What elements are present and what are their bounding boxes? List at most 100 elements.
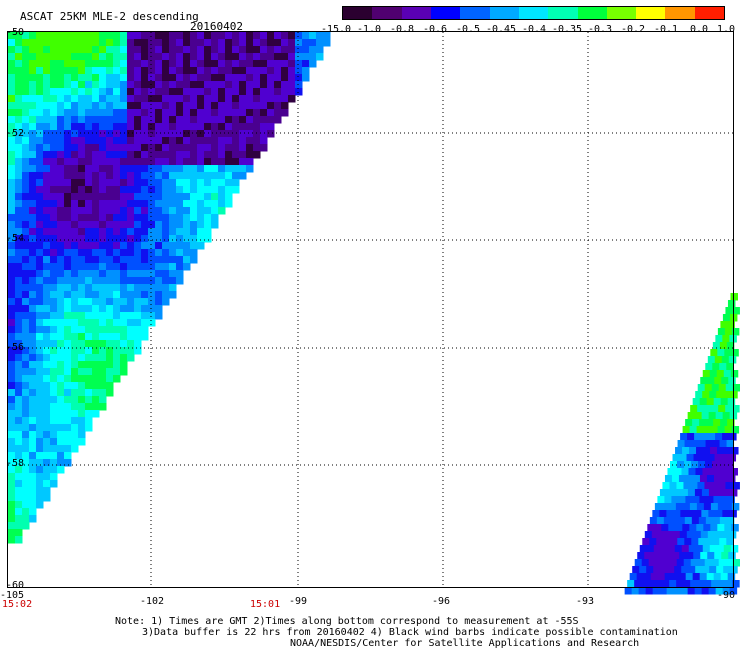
swath-pixel <box>246 123 254 131</box>
swath-pixel <box>92 200 100 208</box>
swath-pixel <box>713 475 722 483</box>
swath-pixel <box>671 475 680 483</box>
swath-pixel <box>71 60 79 68</box>
swath-pixel <box>99 214 107 222</box>
swath-pixel <box>22 501 30 509</box>
swath-pixel <box>43 95 51 103</box>
swath-pixel <box>685 573 694 581</box>
swath-pixel <box>85 249 93 257</box>
swath-pixel <box>29 88 37 96</box>
swath-pixel <box>675 447 683 455</box>
swath-pixel <box>260 95 268 103</box>
swath-pixel <box>667 468 675 476</box>
swath-pixel <box>655 559 664 567</box>
swath-pixel <box>162 256 170 264</box>
swath-pixel <box>176 179 184 187</box>
swath-pixel <box>106 39 114 47</box>
swath-pixel <box>78 368 86 376</box>
swath-pixel <box>225 102 233 110</box>
footer-note-line-2: 3)Data buffer is 22 hrs from 20160402 4)… <box>142 627 678 638</box>
swath-pixel <box>22 522 30 530</box>
swath-pixel <box>113 256 121 264</box>
swath-pixel <box>183 235 191 243</box>
swath-pixel <box>15 123 23 131</box>
swath-pixel <box>36 263 44 271</box>
swath-pixel <box>106 151 114 159</box>
swath-pixel <box>120 326 128 334</box>
swath-pixel <box>43 151 51 159</box>
swath-pixel <box>127 144 135 152</box>
swath-pixel <box>127 256 135 264</box>
swath-pixel <box>316 53 324 61</box>
swath-pixel <box>43 235 51 243</box>
swath-pixel <box>29 333 37 341</box>
swath-pixel <box>652 587 661 595</box>
swath-pixel <box>676 559 685 567</box>
swath-pixel <box>85 123 93 131</box>
swath-pixel <box>15 431 23 439</box>
swath-pixel <box>690 559 699 567</box>
swath-pixel <box>204 130 212 138</box>
swath-pixel <box>92 60 100 68</box>
swath-pixel <box>281 46 289 54</box>
swath-pixel <box>106 53 114 61</box>
swath-pixel <box>50 102 58 110</box>
swath-pixel <box>698 538 706 546</box>
swath-pixel <box>162 291 170 299</box>
swath-pixel <box>8 270 16 278</box>
swath-pixel <box>22 382 30 390</box>
swath-pixel <box>162 67 170 75</box>
swath-pixel <box>148 172 156 180</box>
swath-pixel <box>8 291 16 299</box>
color-swatch-3 <box>401 7 431 19</box>
swath-pixel <box>113 88 121 96</box>
swath-pixel <box>29 235 37 243</box>
swath-pixel <box>64 165 72 173</box>
swath-pixel <box>676 580 684 588</box>
swath-pixel <box>141 53 149 61</box>
swath-pixel <box>113 305 121 313</box>
swath-pixel <box>183 130 191 138</box>
swath-pixel <box>162 235 170 243</box>
swath-pixel <box>666 489 675 497</box>
swath-pixel <box>85 109 93 117</box>
swath-pixel <box>211 221 219 229</box>
swath-pixel <box>169 116 177 124</box>
swath-pixel <box>141 326 149 334</box>
swath-pixel <box>15 200 23 208</box>
swath-pixel <box>8 417 16 425</box>
swath-pixel <box>57 263 65 271</box>
swath-pixel <box>43 53 51 61</box>
swath-pixel <box>660 545 669 553</box>
swath-pixel <box>71 207 79 215</box>
swath-pixel <box>659 510 667 518</box>
swath-pixel <box>162 88 170 96</box>
swath-pixel <box>64 179 72 187</box>
swath-pixel <box>190 172 198 180</box>
swath-pixel <box>29 326 37 334</box>
swath-pixel <box>92 298 100 306</box>
swath-pixel <box>92 39 100 47</box>
swath-pixel <box>36 60 44 68</box>
swath-pixel <box>155 88 163 96</box>
swath-pixel <box>127 95 135 103</box>
swath-pixel <box>162 158 170 166</box>
swath-pixel <box>694 510 702 518</box>
swath-pixel <box>720 475 729 483</box>
swath-pixel <box>15 179 23 187</box>
footer-credit: NOAA/NESDIS/Center for Satellite Applica… <box>290 638 640 649</box>
swath-pixel <box>731 349 739 357</box>
swath-pixel <box>78 361 86 369</box>
swath-pixel <box>176 137 184 145</box>
swath-pixel <box>141 102 149 110</box>
swath-pixel <box>85 221 93 229</box>
swath-pixel <box>176 235 184 243</box>
swath-pixel <box>92 214 100 222</box>
swath-pixel <box>681 566 689 574</box>
swath-pixel <box>36 452 44 460</box>
swath-pixel <box>8 53 16 61</box>
swath-pixel <box>246 53 254 61</box>
swath-pixel <box>78 151 86 159</box>
swath-pixel <box>169 53 177 61</box>
swath-pixel <box>8 172 16 180</box>
